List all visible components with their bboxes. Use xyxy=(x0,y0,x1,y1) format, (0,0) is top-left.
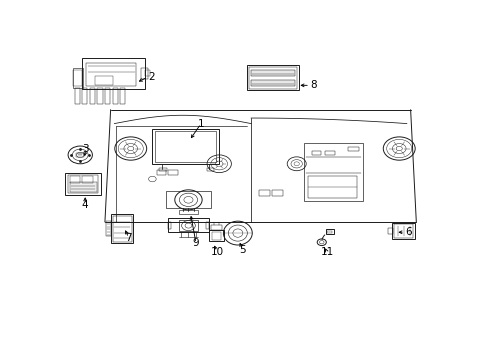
Bar xyxy=(212,232,221,240)
Bar xyxy=(157,170,167,175)
Bar xyxy=(247,66,298,90)
Bar xyxy=(74,70,82,86)
Bar xyxy=(98,88,102,104)
Bar xyxy=(179,220,198,231)
Bar xyxy=(179,210,198,214)
Bar xyxy=(272,190,283,195)
Bar xyxy=(113,216,131,242)
Bar xyxy=(152,129,219,164)
Text: 10: 10 xyxy=(210,247,223,257)
Bar xyxy=(166,191,211,208)
Bar xyxy=(325,151,335,155)
Bar xyxy=(251,70,295,76)
Bar xyxy=(82,88,87,104)
Bar xyxy=(308,176,358,198)
Text: 3: 3 xyxy=(83,144,89,154)
Bar xyxy=(141,68,148,79)
Text: 5: 5 xyxy=(240,245,246,255)
Bar xyxy=(70,181,97,192)
Bar xyxy=(206,222,209,229)
Bar xyxy=(74,88,80,104)
Bar xyxy=(325,229,334,234)
Text: 6: 6 xyxy=(405,227,412,237)
Bar xyxy=(76,153,84,157)
Bar xyxy=(249,67,297,89)
Bar xyxy=(211,225,222,230)
Bar xyxy=(392,223,415,239)
Bar xyxy=(394,225,413,238)
Text: 9: 9 xyxy=(193,238,199,248)
Bar xyxy=(105,88,110,104)
Bar xyxy=(106,221,111,237)
Bar xyxy=(86,63,136,86)
Bar xyxy=(65,173,101,195)
Bar xyxy=(207,168,214,171)
Bar xyxy=(388,228,393,234)
Bar xyxy=(251,80,295,86)
Bar xyxy=(113,88,118,104)
Bar xyxy=(209,230,224,242)
Text: 4: 4 xyxy=(82,199,89,210)
Text: 11: 11 xyxy=(320,247,334,257)
Bar xyxy=(312,151,321,155)
Bar xyxy=(90,88,95,104)
Bar xyxy=(111,214,133,243)
Bar xyxy=(348,147,359,151)
Bar xyxy=(145,69,150,76)
Bar xyxy=(96,76,113,85)
Bar xyxy=(159,168,167,171)
Bar xyxy=(120,88,125,104)
Bar xyxy=(73,68,83,87)
Bar xyxy=(155,131,216,162)
Bar xyxy=(70,176,80,183)
Text: 1: 1 xyxy=(197,118,204,129)
Bar xyxy=(82,176,93,183)
Bar xyxy=(68,175,98,193)
Bar xyxy=(82,58,145,89)
Text: 8: 8 xyxy=(310,80,317,90)
Bar xyxy=(168,219,209,232)
Bar xyxy=(260,190,270,195)
Bar xyxy=(327,231,332,233)
Text: 2: 2 xyxy=(148,72,154,82)
Bar xyxy=(169,170,178,175)
Text: 7: 7 xyxy=(125,233,132,243)
Bar xyxy=(168,222,172,229)
Bar xyxy=(304,143,363,201)
